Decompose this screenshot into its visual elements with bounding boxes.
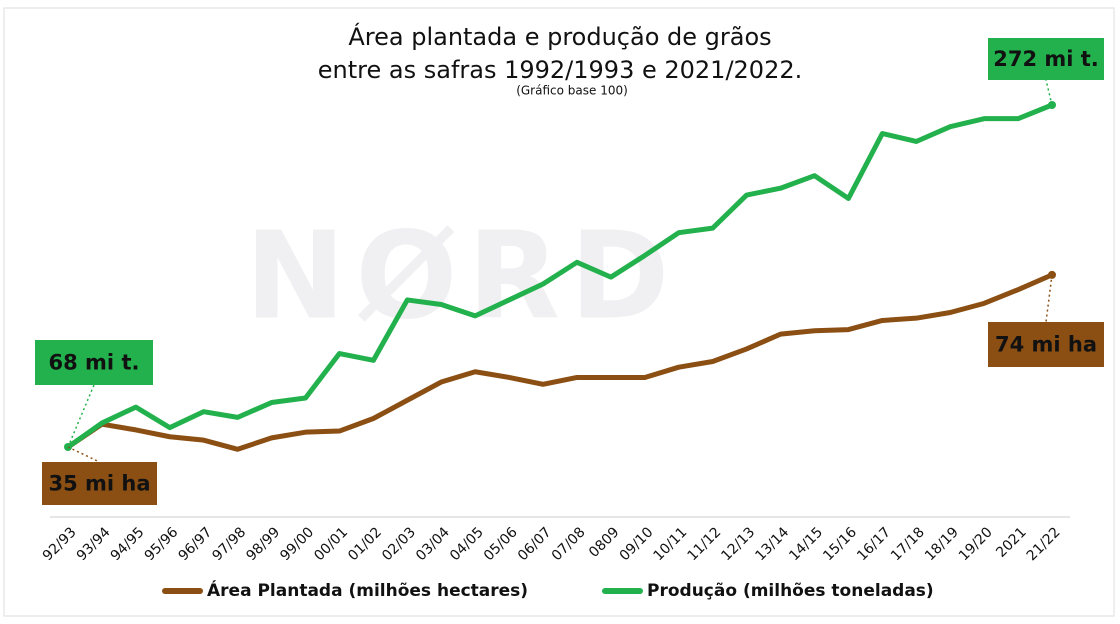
series-line bbox=[65, 102, 1055, 450]
series-line bbox=[65, 272, 1055, 452]
annotation: 68 mi t. bbox=[49, 351, 140, 375]
annotation: 74 mi ha bbox=[995, 333, 1097, 357]
x-tick-label: 01/02 bbox=[345, 524, 385, 564]
frame bbox=[3, 7, 1115, 617]
leader-line bbox=[1045, 79, 1053, 106]
x-tick-label: 07/08 bbox=[549, 524, 589, 564]
annotation-box bbox=[42, 462, 157, 505]
x-tick-label: 0809 bbox=[586, 524, 623, 561]
x-tick-label: 92/93 bbox=[40, 524, 80, 564]
watermark: NØRD bbox=[245, 208, 679, 347]
x-tick-label: 93/94 bbox=[74, 524, 114, 564]
annotation: 35 mi ha bbox=[48, 472, 150, 496]
x-tick-label: 05/06 bbox=[481, 524, 521, 564]
x-tick-label: 2021 bbox=[993, 524, 1030, 561]
legend-label: Produção (milhões toneladas) bbox=[647, 581, 934, 601]
x-tick-label: 19/20 bbox=[956, 524, 996, 564]
leader-line bbox=[67, 384, 95, 448]
chart-subtitle: (Gráfico base 100) bbox=[516, 84, 628, 98]
x-tick-label: 02/03 bbox=[379, 524, 419, 564]
legend-label: Área Plantada (milhões hectares) bbox=[207, 579, 528, 601]
x-tick-label: 15/16 bbox=[820, 524, 860, 564]
x-tick-label: 21/22 bbox=[1024, 524, 1064, 564]
x-tick-label: 06/07 bbox=[515, 524, 555, 564]
chart-title: Área plantada e produção de grãos bbox=[348, 22, 771, 51]
leader-line bbox=[67, 446, 100, 463]
x-tick-label: 00/01 bbox=[311, 524, 351, 564]
x-tick-label: 97/98 bbox=[209, 524, 249, 564]
x-tick-label: 11/12 bbox=[684, 524, 724, 564]
chart-title-line2: entre as safras 1992/1993 e 2021/2022. bbox=[318, 56, 802, 84]
x-tick-label: 09/10 bbox=[617, 524, 657, 564]
x-tick-label: 03/04 bbox=[413, 524, 453, 564]
x-tick-label: 14/15 bbox=[786, 524, 826, 564]
x-tick-label: 98/99 bbox=[243, 524, 283, 564]
annotation-box bbox=[988, 38, 1104, 80]
leader-line bbox=[1045, 274, 1053, 323]
x-tick-label: 04/05 bbox=[447, 524, 487, 564]
x-tick-label: 16/17 bbox=[854, 524, 894, 564]
annotation: 272 mi t. bbox=[993, 47, 1099, 71]
annotation-box bbox=[35, 340, 153, 385]
x-tick-label: 12/13 bbox=[718, 524, 758, 564]
x-tick-label: 99/00 bbox=[277, 524, 317, 564]
x-tick-label: 17/18 bbox=[888, 524, 928, 564]
x-tick-label: 96/97 bbox=[176, 524, 216, 564]
x-tick-label: 95/96 bbox=[142, 524, 182, 564]
x-tick-label: 18/19 bbox=[922, 524, 962, 564]
x-tick-label: 94/95 bbox=[108, 524, 148, 564]
x-tick-label: 10/11 bbox=[651, 524, 691, 564]
x-tick-label: 13/14 bbox=[752, 524, 792, 564]
annotation-box bbox=[988, 322, 1104, 367]
